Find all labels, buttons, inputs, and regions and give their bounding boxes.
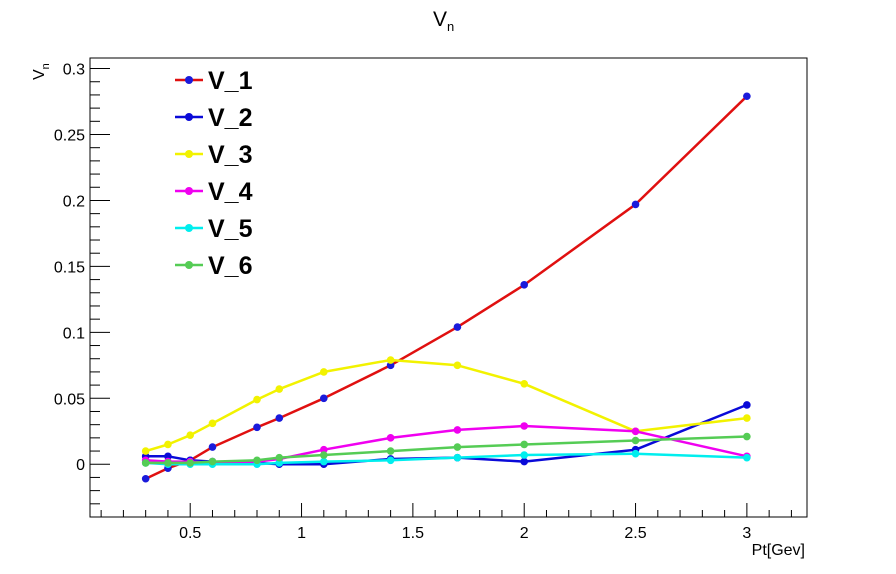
data-point — [453, 453, 462, 462]
data-point — [320, 394, 328, 403]
data-point — [164, 452, 172, 461]
data-point — [320, 445, 328, 454]
legend-swatch-marker — [185, 261, 193, 269]
legend-swatch-marker — [185, 150, 193, 158]
data-point — [743, 453, 751, 462]
data-point — [743, 432, 751, 441]
legend-swatch-marker — [185, 113, 193, 121]
data-point — [141, 459, 150, 467]
data-point — [386, 361, 395, 370]
x-tick-label: 1.5 — [402, 525, 424, 542]
y-axis-title-main: V — [31, 69, 48, 80]
series-V_6 — [141, 432, 751, 467]
series-line — [145, 358, 748, 453]
legend-label: V_5 — [208, 215, 253, 243]
y-tick-label: 0.1 — [63, 325, 85, 342]
data-point — [275, 459, 284, 467]
legend-swatch-marker — [185, 224, 193, 232]
data-point — [164, 459, 172, 467]
data-point — [186, 431, 195, 440]
y-tick-label: 0 — [76, 457, 85, 474]
legend-swatch-marker — [185, 76, 193, 84]
data-point — [520, 281, 529, 289]
data-point — [208, 457, 217, 466]
legend-swatch-marker — [185, 187, 193, 195]
x-tick-label: 0.5 — [179, 525, 201, 542]
data-point — [253, 395, 261, 404]
data-point — [520, 422, 529, 430]
data-point — [386, 456, 395, 465]
y-tick-label: 0.25 — [54, 128, 85, 145]
legend-item: V_5 — [175, 215, 253, 243]
data-point — [453, 361, 462, 370]
x-tick-label: 3 — [742, 525, 751, 542]
data-point — [453, 443, 462, 451]
data-point — [141, 474, 150, 483]
data-point — [208, 443, 217, 451]
data-point — [208, 419, 217, 428]
data-point — [520, 440, 529, 449]
data-point — [253, 456, 261, 465]
data-point — [453, 426, 462, 434]
y-tick-label: 0.15 — [54, 259, 85, 276]
data-point — [453, 323, 462, 331]
chart-title-main: V — [433, 8, 447, 31]
chart-title-subscript: n — [447, 19, 454, 34]
legend-item: V_3 — [175, 141, 252, 169]
y-tick-label: 0.3 — [63, 62, 85, 79]
plot-frame — [89, 57, 808, 518]
axis-ticks: 0.5 1 1.5 2 2.5 3 0 0.05 0.1 0.15 0.2 0.25 0.3 — [54, 62, 792, 542]
chart-title: Vn — [433, 8, 454, 34]
data-point — [320, 457, 328, 466]
legend-label: V_6 — [208, 252, 252, 280]
legend: V_1 V_2 V_3 V_4 V_5 V_6 — [175, 67, 253, 280]
x-tick-label: 2.5 — [624, 525, 646, 542]
data-point — [141, 447, 150, 455]
data-point — [743, 414, 751, 422]
data-point — [743, 401, 751, 409]
y-tick-label: 0.2 — [63, 193, 85, 210]
series-layer — [141, 92, 751, 483]
legend-item: V_4 — [175, 178, 253, 206]
data-point — [275, 414, 284, 422]
data-point — [320, 451, 328, 459]
y-axis-title: Vn — [31, 63, 52, 80]
data-point — [386, 447, 395, 455]
data-point — [631, 449, 640, 458]
legend-label: V_4 — [208, 178, 253, 206]
data-point — [186, 459, 195, 467]
legend-item: V_6 — [175, 252, 252, 280]
data-point — [253, 423, 261, 432]
x-axis-title: Pt[Gev] — [752, 542, 805, 559]
data-point — [164, 440, 172, 449]
data-point — [320, 368, 328, 376]
legend-item: V_1 — [175, 67, 253, 95]
data-point — [631, 436, 640, 445]
data-point — [631, 427, 640, 436]
legend-label: V_1 — [208, 67, 253, 95]
y-axis-title-subscript: n — [40, 63, 52, 69]
data-point — [386, 356, 395, 364]
x-tick-label: 1 — [297, 525, 306, 542]
y-tick-label: 0.05 — [54, 391, 85, 408]
data-point — [631, 200, 640, 209]
x-tick-label: 2 — [520, 525, 529, 542]
data-point — [520, 379, 529, 388]
data-point — [386, 434, 395, 442]
data-point — [275, 385, 284, 393]
legend-item: V_2 — [175, 104, 252, 132]
data-point — [520, 457, 529, 466]
data-point — [520, 451, 529, 459]
legend-label: V_3 — [208, 141, 252, 169]
legend-label: V_2 — [208, 104, 252, 132]
data-point — [275, 453, 284, 462]
data-point — [743, 92, 751, 101]
